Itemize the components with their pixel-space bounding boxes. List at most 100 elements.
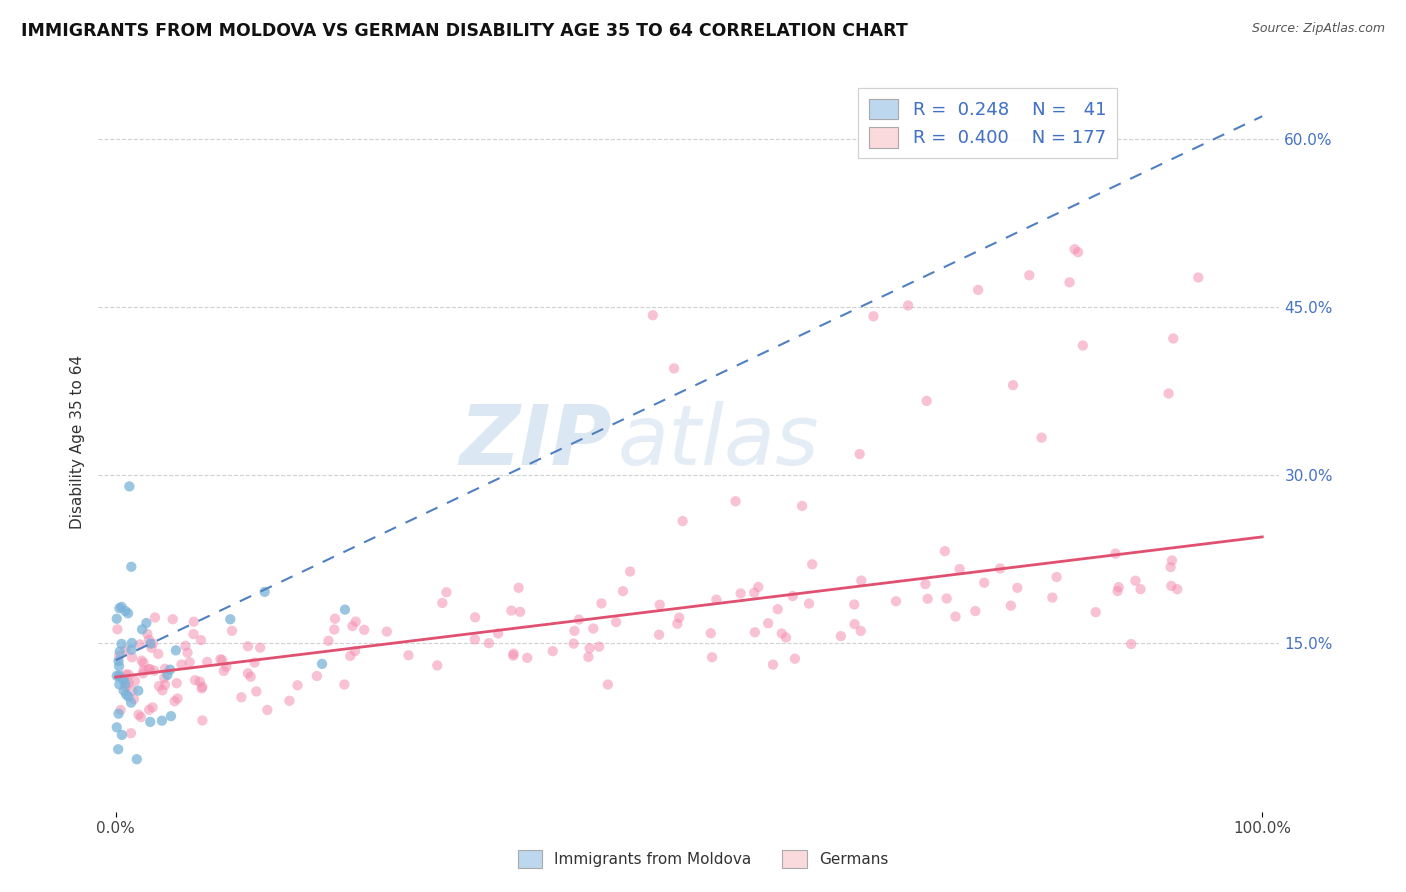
- Point: [353, 623, 375, 637]
- Point: [508, 581, 530, 595]
- Point: [115, 688, 138, 702]
- Point: [139, 662, 162, 676]
- Point: [1104, 547, 1126, 561]
- Point: [648, 598, 671, 612]
- Point: [516, 650, 538, 665]
- Point: [945, 609, 967, 624]
- Point: [1160, 560, 1182, 574]
- Point: [278, 694, 301, 708]
- Point: [1031, 431, 1053, 445]
- Point: [426, 658, 449, 673]
- Point: [108, 659, 131, 673]
- Point: [183, 615, 205, 629]
- Point: [1107, 584, 1129, 599]
- Point: [118, 676, 141, 690]
- Point: [135, 615, 157, 630]
- Point: [118, 479, 141, 493]
- Point: [117, 667, 139, 681]
- Point: [478, 636, 501, 650]
- Point: [744, 625, 766, 640]
- Point: [849, 624, 872, 638]
- Point: [1129, 582, 1152, 596]
- Point: [770, 626, 793, 640]
- Point: [782, 589, 804, 603]
- Point: [129, 710, 152, 724]
- Point: [1187, 270, 1209, 285]
- Point: [114, 676, 136, 690]
- Point: [243, 656, 266, 670]
- Point: [114, 680, 136, 694]
- Point: [851, 574, 873, 588]
- Text: ZIP: ZIP: [460, 401, 612, 482]
- Point: [132, 666, 155, 681]
- Point: [1040, 591, 1063, 605]
- Point: [108, 645, 131, 659]
- Point: [131, 654, 153, 668]
- Point: [114, 643, 136, 657]
- Point: [209, 652, 232, 666]
- Point: [1108, 580, 1130, 594]
- Point: [666, 616, 689, 631]
- Point: [464, 610, 486, 624]
- Point: [141, 640, 163, 655]
- Point: [668, 610, 690, 624]
- Point: [219, 612, 242, 626]
- Point: [107, 742, 129, 756]
- Point: [700, 626, 723, 640]
- Point: [612, 584, 634, 599]
- Point: [160, 709, 183, 723]
- Point: [120, 559, 142, 574]
- Point: [884, 594, 907, 608]
- Point: [190, 681, 212, 696]
- Point: [143, 610, 166, 624]
- Point: [486, 626, 509, 640]
- Point: [988, 561, 1011, 575]
- Point: [105, 612, 128, 626]
- Point: [1084, 605, 1107, 619]
- Point: [117, 690, 139, 704]
- Point: [662, 361, 685, 376]
- Point: [343, 644, 366, 658]
- Point: [562, 636, 585, 650]
- Point: [797, 597, 820, 611]
- Point: [1125, 574, 1147, 588]
- Point: [1059, 276, 1081, 290]
- Point: [188, 674, 211, 689]
- Point: [965, 604, 987, 618]
- Point: [464, 632, 486, 647]
- Point: [107, 622, 129, 636]
- Point: [163, 694, 186, 708]
- Point: [948, 562, 970, 576]
- Point: [671, 514, 693, 528]
- Point: [239, 670, 262, 684]
- Point: [509, 605, 531, 619]
- Point: [1000, 599, 1022, 613]
- Point: [605, 615, 627, 629]
- Point: [120, 642, 142, 657]
- Point: [830, 629, 852, 643]
- Point: [848, 447, 870, 461]
- Point: [143, 664, 166, 678]
- Point: [153, 662, 176, 676]
- Point: [108, 668, 131, 682]
- Point: [287, 678, 309, 692]
- Point: [124, 673, 146, 688]
- Point: [125, 752, 148, 766]
- Point: [183, 627, 205, 641]
- Point: [344, 615, 367, 629]
- Point: [305, 669, 328, 683]
- Point: [122, 692, 145, 706]
- Point: [105, 669, 128, 683]
- Point: [156, 668, 179, 682]
- Point: [170, 657, 193, 672]
- Point: [897, 299, 920, 313]
- Point: [191, 714, 214, 728]
- Point: [105, 720, 128, 734]
- Point: [138, 632, 160, 647]
- Point: [138, 703, 160, 717]
- Point: [1045, 570, 1067, 584]
- Point: [108, 670, 131, 684]
- Point: [756, 616, 779, 631]
- Point: [398, 648, 420, 663]
- Point: [153, 671, 176, 685]
